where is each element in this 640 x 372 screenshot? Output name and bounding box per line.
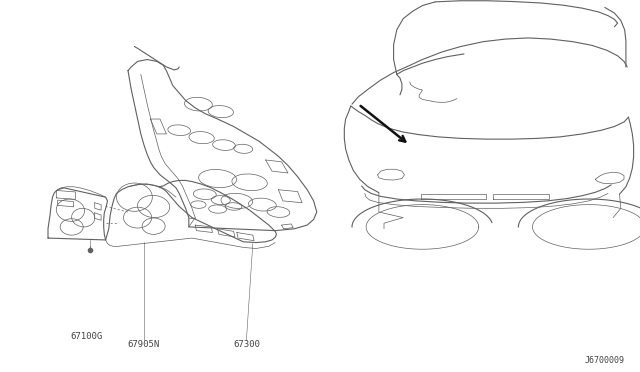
Text: J6700009: J6700009: [585, 356, 625, 365]
Text: 67300: 67300: [233, 340, 260, 349]
Text: 67100G: 67100G: [70, 332, 102, 341]
Text: 67905N: 67905N: [128, 340, 160, 349]
